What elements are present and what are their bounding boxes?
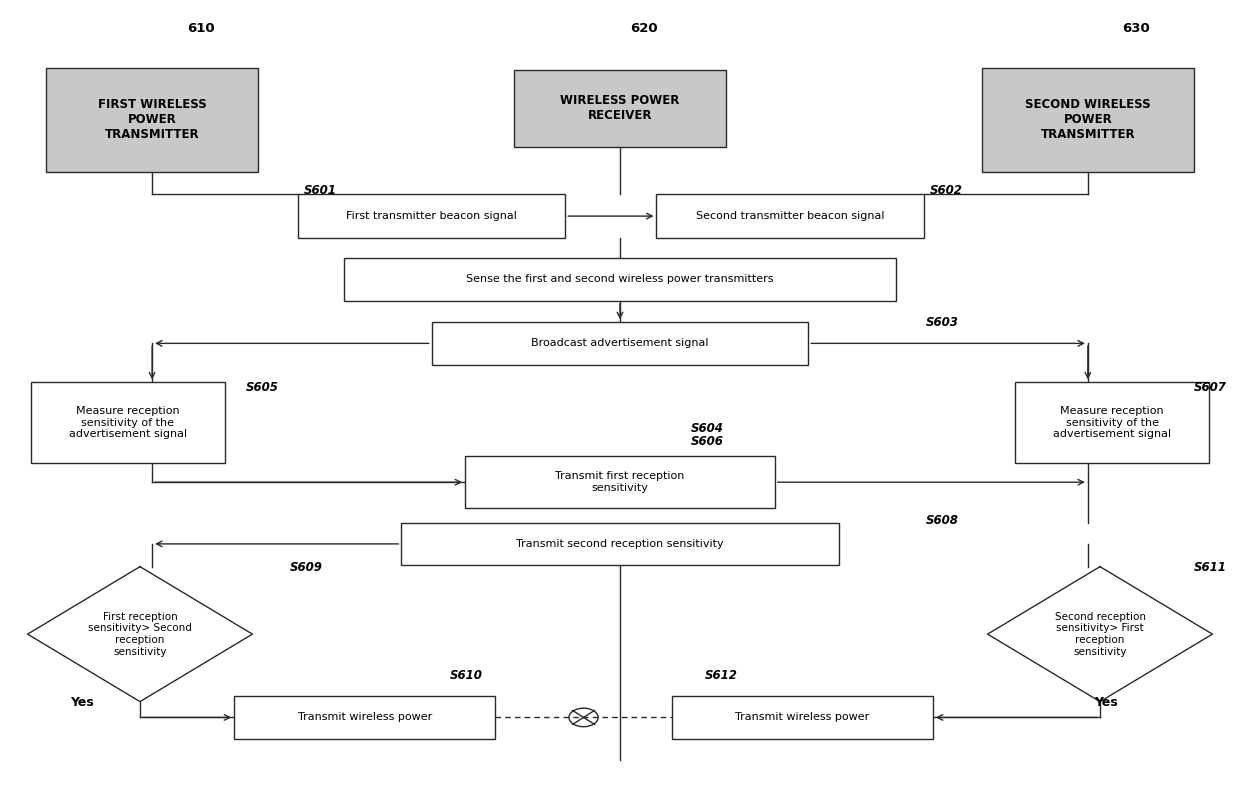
Text: S608: S608 bbox=[926, 514, 959, 527]
FancyBboxPatch shape bbox=[982, 68, 1194, 172]
Text: S611: S611 bbox=[1194, 560, 1226, 574]
Text: First transmitter beacon signal: First transmitter beacon signal bbox=[346, 211, 517, 221]
Polygon shape bbox=[987, 567, 1213, 702]
Text: Transmit first reception
sensitivity: Transmit first reception sensitivity bbox=[556, 471, 684, 493]
Text: FIRST WIRELESS
POWER
TRANSMITTER: FIRST WIRELESS POWER TRANSMITTER bbox=[98, 98, 207, 141]
Text: Transmit second reception sensitivity: Transmit second reception sensitivity bbox=[516, 539, 724, 549]
Text: 610: 610 bbox=[187, 22, 215, 35]
Text: S601: S601 bbox=[304, 184, 337, 198]
FancyBboxPatch shape bbox=[343, 258, 897, 301]
Text: S604: S604 bbox=[691, 422, 723, 434]
FancyBboxPatch shape bbox=[656, 194, 924, 238]
FancyBboxPatch shape bbox=[298, 194, 565, 238]
FancyBboxPatch shape bbox=[1014, 382, 1209, 464]
Text: WIRELESS POWER
RECEIVER: WIRELESS POWER RECEIVER bbox=[560, 94, 680, 122]
FancyBboxPatch shape bbox=[672, 696, 932, 739]
Polygon shape bbox=[27, 567, 253, 702]
Text: S602: S602 bbox=[930, 184, 962, 198]
Text: Broadcast advertisement signal: Broadcast advertisement signal bbox=[531, 338, 709, 349]
FancyBboxPatch shape bbox=[31, 382, 224, 464]
Text: SECOND WIRELESS
POWER
TRANSMITTER: SECOND WIRELESS POWER TRANSMITTER bbox=[1025, 98, 1151, 141]
Text: S605: S605 bbox=[246, 381, 279, 394]
Text: Transmit wireless power: Transmit wireless power bbox=[735, 712, 869, 722]
Text: S609: S609 bbox=[289, 560, 322, 574]
Text: Second transmitter beacon signal: Second transmitter beacon signal bbox=[696, 211, 884, 221]
FancyBboxPatch shape bbox=[402, 523, 838, 565]
FancyBboxPatch shape bbox=[465, 456, 775, 508]
Text: 630: 630 bbox=[1122, 22, 1151, 35]
Text: Measure reception
sensitivity of the
advertisement signal: Measure reception sensitivity of the adv… bbox=[68, 406, 187, 439]
FancyBboxPatch shape bbox=[513, 69, 727, 146]
Text: S612: S612 bbox=[706, 668, 738, 682]
Text: S607: S607 bbox=[1194, 381, 1226, 394]
Text: Yes: Yes bbox=[69, 696, 93, 708]
Text: Second reception
sensitivity> First
reception
sensitivity: Second reception sensitivity> First rece… bbox=[1054, 611, 1146, 656]
Text: S610: S610 bbox=[450, 668, 482, 682]
Text: 620: 620 bbox=[630, 22, 658, 35]
FancyBboxPatch shape bbox=[432, 322, 808, 364]
FancyBboxPatch shape bbox=[46, 68, 258, 172]
Text: S603: S603 bbox=[926, 316, 959, 329]
Text: S606: S606 bbox=[691, 435, 723, 448]
Text: Yes: Yes bbox=[1094, 696, 1118, 708]
Text: Sense the first and second wireless power transmitters: Sense the first and second wireless powe… bbox=[466, 275, 774, 284]
Text: Transmit wireless power: Transmit wireless power bbox=[298, 712, 432, 722]
Text: Measure reception
sensitivity of the
advertisement signal: Measure reception sensitivity of the adv… bbox=[1053, 406, 1172, 439]
FancyBboxPatch shape bbox=[234, 696, 496, 739]
Text: First reception
sensitivity> Second
reception
sensitivity: First reception sensitivity> Second rece… bbox=[88, 611, 192, 656]
